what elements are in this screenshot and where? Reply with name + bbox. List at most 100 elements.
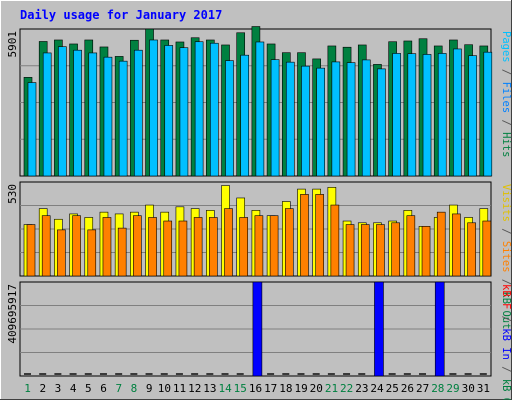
bar-sites [330,204,340,277]
bar-pages [149,39,158,177]
bar-sites [163,220,173,277]
bar-sites [239,217,249,277]
legend-part: / [500,222,512,241]
bar-sites [72,215,81,277]
x-tick-label-10: 10 [158,382,171,395]
x-tick-label-3: 3 [55,382,62,395]
bar-pages [164,45,174,177]
x-tick-label-16: 16 [249,382,262,395]
legend-part: Files [500,82,512,114]
x-tick-label-29: 29 [446,382,459,395]
bar-pages [483,51,493,177]
bar-sites [284,208,294,277]
x-tick-label-8: 8 [131,382,138,395]
x-axis-labels: 1 2 3 4 5 6 7 8 9 10 11 12 13 14 15 16 17 18 19 20 21 22 23 24 2… [24,382,490,395]
bar-pages [285,61,295,177]
x-tick-label-23: 23 [355,382,368,395]
bar-pages [240,54,250,177]
y-max-label: 530 [6,184,19,204]
bar-sites [193,217,203,277]
right-legend-label: Visits / Sites / kB Out [500,184,512,329]
bar-sites [254,215,264,277]
bar-pages [346,62,356,177]
bar-pages [134,49,143,177]
x-tick-label-2: 2 [39,382,46,395]
x-tick-label-5: 5 [85,382,92,395]
x-tick-label-11: 11 [173,382,186,395]
bar-sites [452,213,461,277]
bar-pages [437,53,447,177]
bar-sites [178,220,188,277]
panel-hits-files-pages: 5901 Pages / Files / Hits [6,26,512,177]
bar-sites [102,217,112,277]
bar-sites [345,224,355,277]
bar-pages [377,68,386,177]
x-tick-label-20: 20 [310,382,323,395]
bar-pages [270,59,280,177]
right-legend-label: kB F / kB In / kB Out [500,284,512,400]
bar-pages [331,61,341,177]
bar-pages [73,49,82,177]
x-tick-label-17: 17 [264,382,277,395]
bar-sites [436,211,446,277]
bar-pages [58,46,67,177]
x-tick-label-4: 4 [70,382,77,395]
y-max-label: 5901 [6,31,19,58]
legend-part: kB Out [500,291,512,329]
bar-pages [103,56,113,177]
x-tick-label-1: 1 [24,382,31,395]
bar-pages [179,47,189,177]
x-tick-label-24: 24 [370,382,384,395]
x-tick-label-9: 9 [146,382,153,395]
bar-pages [301,65,310,177]
bar-pages [407,53,417,177]
bar-sites [467,222,476,277]
x-tick-label-25: 25 [386,382,399,395]
bars-visits-sites [23,185,492,277]
bar-pages [210,42,219,177]
x-tick-label-12: 12 [188,382,201,395]
bar-pages [316,67,325,177]
x-tick-label-27: 27 [416,382,429,395]
x-tick-label-18: 18 [279,382,292,395]
legend-part: Pages [500,31,512,63]
legend-part: Hits [500,132,512,157]
bar-pages [468,55,477,177]
bars-kb-in [24,281,487,377]
legend-part: / [500,360,512,379]
legend-part: kB Out [500,379,512,400]
bar-sites [482,220,492,277]
bar-pages [255,41,265,177]
legend-part: Visits [500,184,512,222]
bar-sites [26,224,36,277]
bar-sites [224,208,233,277]
bar-pages [27,82,37,177]
legend-part: / [500,63,512,82]
bar-sites [117,227,127,277]
legend-part: / [500,273,512,292]
x-tick-label-15: 15 [234,382,247,395]
panel-visits-sites-kbout: 530 Visits / Sites / kB Out [6,181,512,329]
x-tick-label-30: 30 [462,382,475,395]
legend-part: Sites [500,241,512,273]
bar-pages [88,52,98,177]
panel-kbf-kbin-kbout: 409695917 kB F / kB In / kB Out [6,281,512,400]
bar-sites [87,229,97,277]
bar-sites [376,224,385,277]
bar-sites [41,215,51,277]
bar-sites [300,194,309,277]
bar-kb-in [252,281,263,377]
bar-pages [361,59,371,177]
bar-sites [209,217,218,277]
bar-sites [421,226,431,277]
bar-pages [118,60,128,177]
bar-kb-in [374,281,384,377]
bar-sites [269,215,279,277]
x-tick-label-7: 7 [115,382,122,395]
bar-sites [315,194,324,277]
bar-sites [148,217,157,277]
legend-part: kB In [500,328,512,360]
x-tick-label-6: 6 [100,382,107,395]
